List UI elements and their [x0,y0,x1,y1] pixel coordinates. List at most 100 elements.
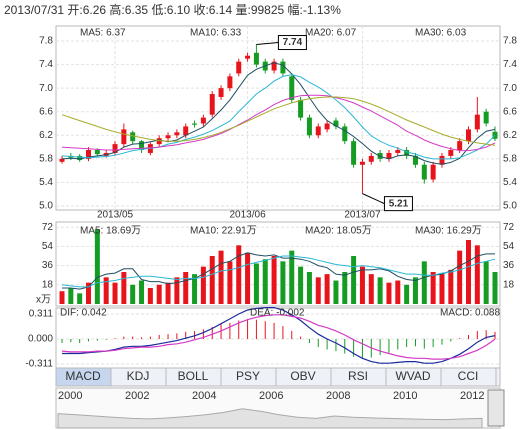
candle-body [183,126,189,136]
y-tick-label: 54 [42,241,54,252]
candle-body [280,61,286,74]
volume-unit: x万 [36,295,51,306]
volume-bar [130,284,136,304]
volume-bar [174,277,180,304]
candle-body [94,150,100,155]
tab-label[interactable]: OBV [290,369,315,383]
legend-entry: MA30: 6.03 [415,28,467,39]
ma-line [61,74,496,160]
timeline-area [57,408,483,429]
candle-body [386,152,392,159]
volume-bar [289,250,295,304]
timeline-year: 2008 [326,390,350,402]
timeline-year: 2006 [259,390,283,402]
volume-bar [465,240,471,304]
volume-bar [404,284,410,304]
candle-body [174,132,180,136]
volume-bar [192,274,198,304]
annotation-leader [256,42,279,46]
volume-bar [386,282,392,304]
annotation: 5.21 [389,198,409,209]
volume-ma-line [61,255,496,288]
y-tick-label: 7.4 [39,59,53,70]
candle-body [298,99,304,118]
y-tick-label: 5.4 [39,177,53,188]
volume-bar [94,229,100,304]
volume-bar [86,282,92,304]
legend-entry: MA20: 6.07 [305,28,357,39]
timeline-year: 2002 [125,390,149,402]
candle-body [342,126,348,142]
y-tick-label: 0.311 [29,309,54,320]
y-tick-label: -0.311 [25,359,53,370]
scroll-thumb[interactable] [487,389,505,427]
tab-label[interactable]: BOLL [178,369,209,383]
candle-body [412,155,418,165]
candle-body [483,111,489,124]
volume-bar [68,288,74,304]
y-tick-label: 7.0 [39,83,53,94]
candle-body [59,158,65,162]
volume-bar [147,288,153,304]
tab-label[interactable]: CCI [458,369,479,383]
volume-bar [306,272,312,304]
volume-bar [412,277,418,304]
y-tick-label-right: 54 [503,241,515,252]
volume-bar [112,282,118,304]
volume-ma-line [62,252,495,290]
candle-body [271,61,277,71]
tab-label[interactable]: RSI [348,369,368,383]
volume-legend: MA20: 18.05万 [305,226,372,237]
candle-body [139,141,145,151]
volume-bar [253,263,259,304]
y-tick-label: 72 [42,222,54,233]
volume-bar [483,261,489,304]
x-tick-label: 2013/05 [97,210,134,221]
candle-body [165,135,171,139]
candle-body [395,150,401,153]
y-tick-label: 5.0 [39,201,53,212]
macd-label: MACD: 0.088 [440,308,500,319]
tab-label[interactable]: PSY [236,369,260,383]
candle-body [77,155,83,161]
tab-label[interactable]: MACD [65,369,101,383]
volume-bar [262,259,268,304]
volume-bar [77,293,83,304]
candle-body [245,55,251,59]
annotation-box [383,196,413,212]
y-tick-label: 5.8 [39,153,53,164]
candle-body [86,150,92,159]
y-tick-label-right: 18 [503,279,515,290]
y-tick-label: 0.000 [28,334,53,345]
tab-label[interactable]: KDJ [127,369,150,383]
candle-body [448,150,454,156]
volume-bar [298,266,304,304]
volume-bar [183,272,189,304]
candle-body [289,76,295,100]
volume-bar [165,282,171,304]
y-tick-label-right: 5.4 [503,177,517,188]
volume-bar [474,245,480,304]
tab[interactable] [440,367,497,387]
candle-body [333,120,339,127]
volume-bar [377,277,383,304]
volume-bar [315,277,321,304]
y-tick-label-right: 72 [503,222,515,233]
y-tick-label: 6.2 [39,130,53,141]
timeline-year: 2010 [393,390,417,402]
volume-bar [457,250,463,304]
header: 2013/07/31 开:6.26 高:6.35 低:6.10 收:6.14 量… [4,2,341,17]
tab-label[interactable]: WVAD [395,369,430,383]
volume-bar [324,274,330,304]
y-tick-label: 6.6 [39,106,53,117]
candle-body [306,117,312,136]
volume-bar [342,272,348,304]
timeline-year: 2012 [460,390,484,402]
candle-body [377,152,383,159]
candle-body [227,76,233,89]
candle-body [192,123,198,125]
candle-body [130,132,136,142]
volume-bar [236,245,242,304]
dif-label: DIF: 0.042 [60,308,107,319]
